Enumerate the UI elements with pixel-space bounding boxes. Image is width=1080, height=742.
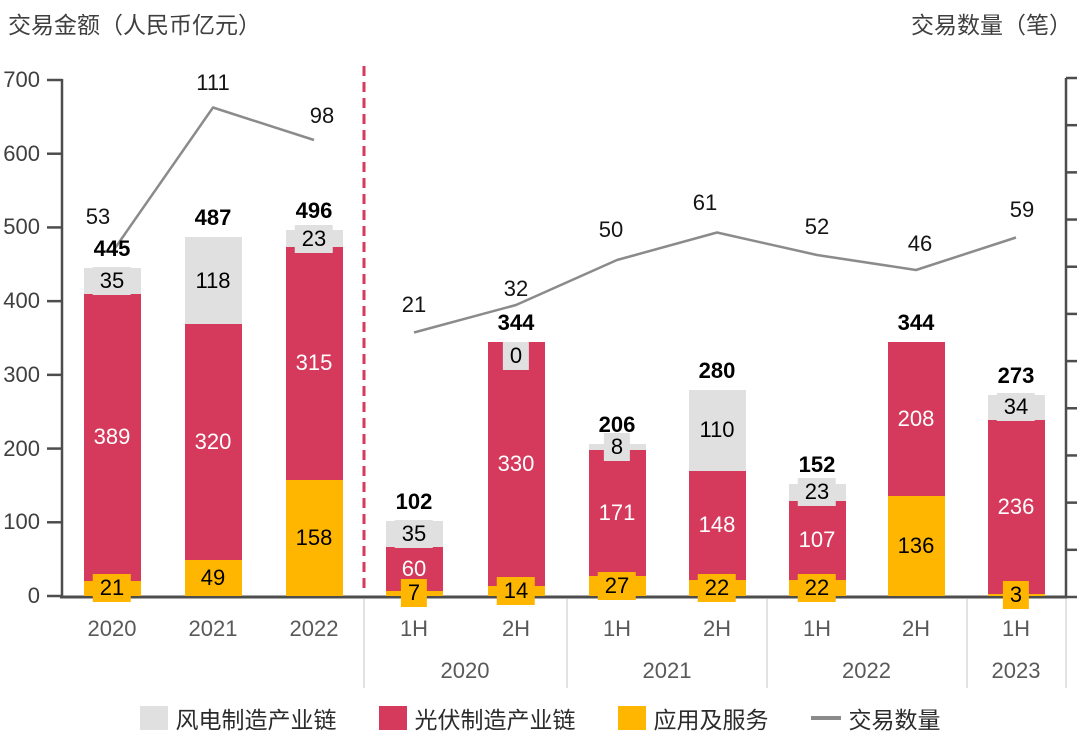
legend-line-icon <box>810 716 841 720</box>
legend-item-2: 应用及服务 <box>617 701 769 735</box>
legend-item-3: 交易数量 <box>810 701 941 735</box>
legend-item-0: 风电制造产业链 <box>139 701 337 735</box>
legend-label: 光伏制造产业链 <box>414 707 576 733</box>
right-axis-title: 交易数量（笔） <box>911 12 1072 38</box>
count-line <box>413 231 1017 334</box>
legend-swatch-icon <box>378 706 407 730</box>
legend-label: 应用及服务 <box>653 707 769 733</box>
legend-swatch-icon <box>139 706 168 730</box>
legend-swatch-icon <box>617 706 646 730</box>
legend-label: 风电制造产业链 <box>175 707 337 733</box>
left-axis-title: 交易金额（人民币亿元） <box>8 12 261 38</box>
count-line <box>110 106 315 254</box>
legend-item-1: 光伏制造产业链 <box>378 701 576 735</box>
legend: 风电制造产业链 光伏制造产业链 应用及服务 交易数量 <box>0 701 1080 735</box>
legend-label: 交易数量 <box>848 707 941 733</box>
